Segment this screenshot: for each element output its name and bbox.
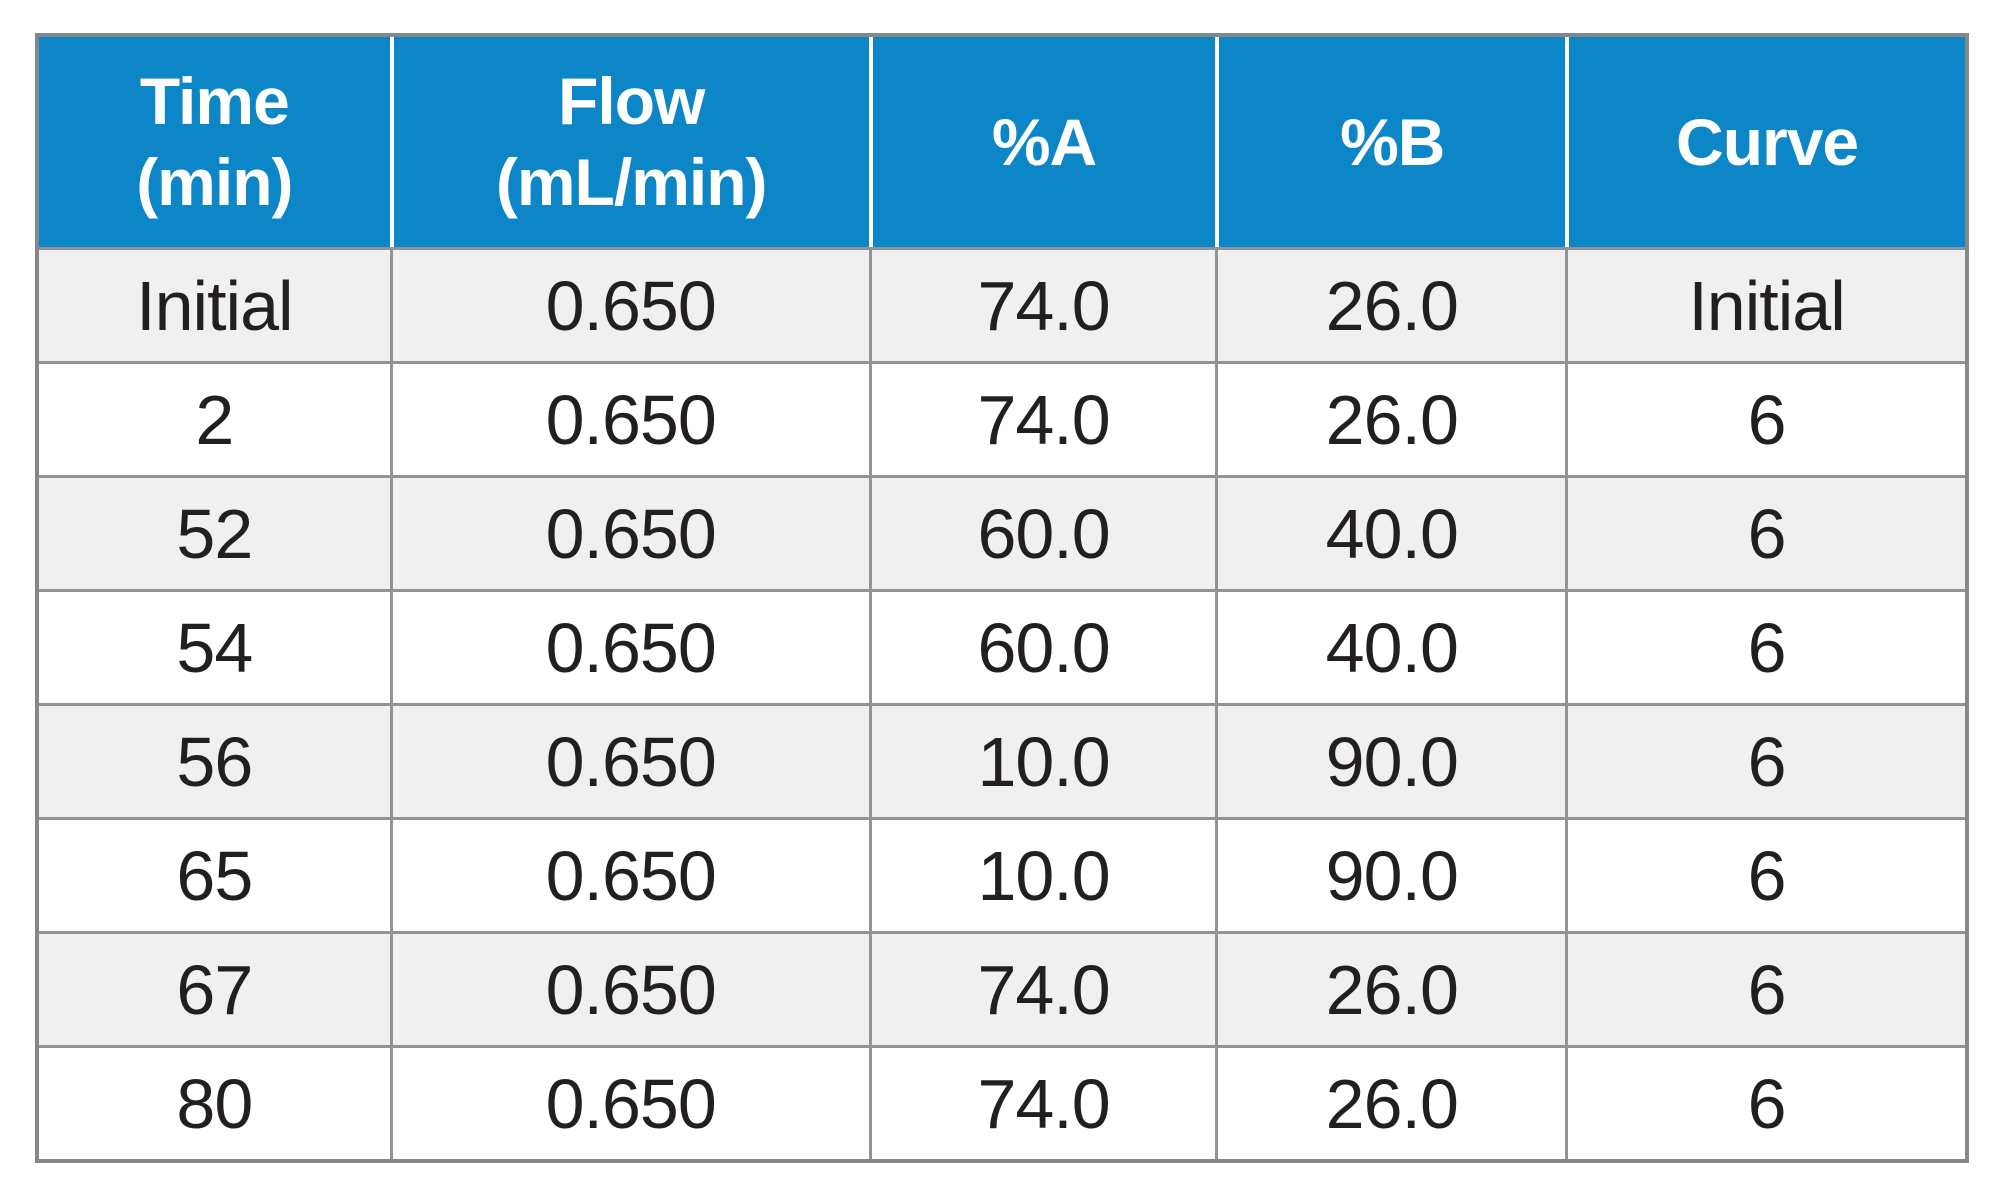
cell-flow: 0.650 bbox=[389, 361, 869, 475]
cell-pct-a: 10.0 bbox=[868, 703, 1216, 817]
table-body: Initial 0.650 74.0 26.0 Initial 2 0.650 … bbox=[39, 247, 1965, 1159]
cell-time: 67 bbox=[39, 931, 390, 1045]
cell-time: 54 bbox=[39, 589, 390, 703]
cell-flow: 0.650 bbox=[389, 247, 869, 361]
cell-curve: 6 bbox=[1565, 475, 1965, 589]
cell-pct-a: 74.0 bbox=[868, 361, 1216, 475]
cell-time: Initial bbox=[39, 247, 390, 361]
table-row: 80 0.650 74.0 26.0 6 bbox=[39, 1045, 1965, 1159]
cell-pct-b: 26.0 bbox=[1215, 361, 1566, 475]
cell-flow: 0.650 bbox=[389, 703, 869, 817]
cell-flow: 0.650 bbox=[389, 931, 869, 1045]
cell-pct-a: 74.0 bbox=[868, 931, 1216, 1045]
table-row: Initial 0.650 74.0 26.0 Initial bbox=[39, 247, 1965, 361]
cell-flow: 0.650 bbox=[389, 1045, 869, 1159]
header-row: Time (min) Flow (mL/min) %A %B Curve bbox=[39, 37, 1965, 247]
cell-pct-b: 26.0 bbox=[1215, 247, 1566, 361]
cell-pct-a: 74.0 bbox=[868, 1045, 1216, 1159]
cell-time: 2 bbox=[39, 361, 390, 475]
col-header-pct-a: %A bbox=[868, 37, 1216, 247]
cell-flow: 0.650 bbox=[389, 817, 869, 931]
cell-pct-a: 60.0 bbox=[868, 589, 1216, 703]
cell-curve: 6 bbox=[1565, 1045, 1965, 1159]
table-header: Time (min) Flow (mL/min) %A %B Curve bbox=[39, 37, 1965, 247]
col-header-flow: Flow (mL/min) bbox=[389, 37, 869, 247]
gradient-table: Time (min) Flow (mL/min) %A %B Curve Ini… bbox=[35, 33, 1969, 1163]
col-header-pct-b: %B bbox=[1215, 37, 1566, 247]
cell-pct-b: 40.0 bbox=[1215, 475, 1566, 589]
table-row: 67 0.650 74.0 26.0 6 bbox=[39, 931, 1965, 1045]
table-row: 2 0.650 74.0 26.0 6 bbox=[39, 361, 1965, 475]
cell-pct-b: 26.0 bbox=[1215, 931, 1566, 1045]
gradient-table-container: Time (min) Flow (mL/min) %A %B Curve Ini… bbox=[35, 33, 1969, 1163]
cell-curve: 6 bbox=[1565, 703, 1965, 817]
cell-flow: 0.650 bbox=[389, 475, 869, 589]
cell-flow: 0.650 bbox=[389, 589, 869, 703]
cell-curve: 6 bbox=[1565, 817, 1965, 931]
cell-pct-b: 90.0 bbox=[1215, 817, 1566, 931]
table-row: 52 0.650 60.0 40.0 6 bbox=[39, 475, 1965, 589]
col-header-time: Time (min) bbox=[39, 37, 390, 247]
cell-pct-b: 40.0 bbox=[1215, 589, 1566, 703]
cell-curve: 6 bbox=[1565, 361, 1965, 475]
cell-pct-a: 60.0 bbox=[868, 475, 1216, 589]
cell-pct-b: 90.0 bbox=[1215, 703, 1566, 817]
cell-time: 52 bbox=[39, 475, 390, 589]
cell-time: 80 bbox=[39, 1045, 390, 1159]
cell-pct-a: 74.0 bbox=[868, 247, 1216, 361]
table-row: 54 0.650 60.0 40.0 6 bbox=[39, 589, 1965, 703]
cell-time: 65 bbox=[39, 817, 390, 931]
cell-curve: 6 bbox=[1565, 589, 1965, 703]
col-header-curve: Curve bbox=[1565, 37, 1965, 247]
table-row: 65 0.650 10.0 90.0 6 bbox=[39, 817, 1965, 931]
cell-curve: 6 bbox=[1565, 931, 1965, 1045]
cell-pct-b: 26.0 bbox=[1215, 1045, 1566, 1159]
table-row: 56 0.650 10.0 90.0 6 bbox=[39, 703, 1965, 817]
cell-pct-a: 10.0 bbox=[868, 817, 1216, 931]
cell-curve: Initial bbox=[1565, 247, 1965, 361]
cell-time: 56 bbox=[39, 703, 390, 817]
